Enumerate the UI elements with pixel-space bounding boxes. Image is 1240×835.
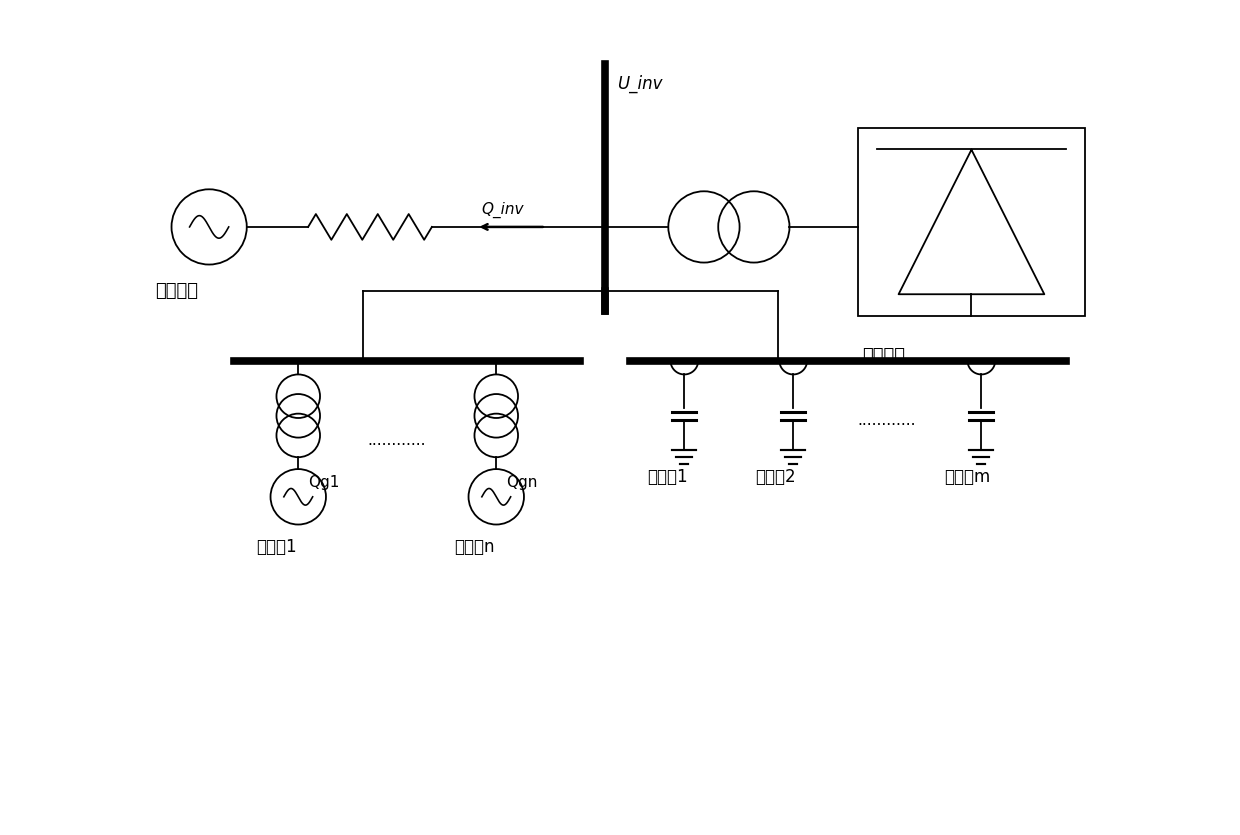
Text: ............: ............	[858, 413, 916, 428]
Text: ............: ............	[367, 433, 427, 448]
Text: Qgn: Qgn	[506, 475, 537, 490]
Bar	[858, 128, 1085, 316]
Text: 调相机n: 调相机n	[455, 539, 495, 556]
Text: Q_inv: Q_inv	[481, 202, 523, 218]
Text: 交流系统: 交流系统	[155, 282, 197, 301]
Text: 滤波器1: 滤波器1	[647, 468, 687, 486]
Text: U_inv: U_inv	[618, 74, 662, 93]
Text: 直流系统: 直流系统	[863, 347, 905, 365]
Text: 滤波器m: 滤波器m	[944, 468, 990, 486]
Text: 滤波器2: 滤波器2	[755, 468, 796, 486]
Text: Qg1: Qg1	[309, 475, 340, 490]
Text: 调相机1: 调相机1	[257, 539, 298, 556]
